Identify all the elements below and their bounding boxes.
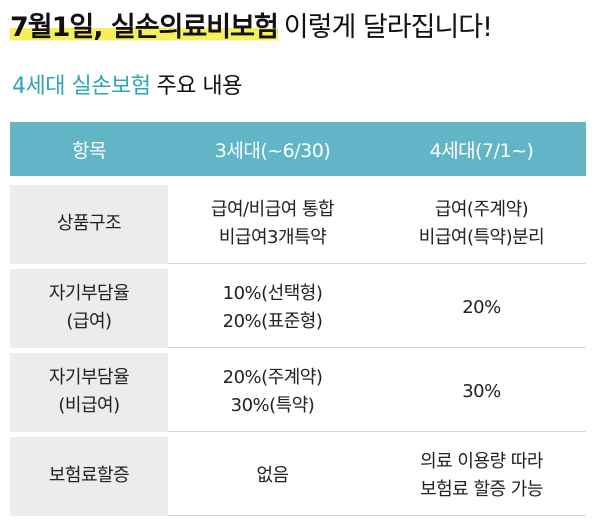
cell-gen4: 30% bbox=[377, 348, 586, 432]
column-header-item: 항목 bbox=[10, 122, 168, 176]
row-label: 상품구조 bbox=[10, 180, 168, 264]
row-label-line: 자기부담율 bbox=[48, 283, 130, 304]
table-header-row: 항목 3세대(~6/30) 4세대(7/1~) bbox=[10, 122, 586, 176]
row-label-line: (비급여) bbox=[58, 395, 120, 416]
page-title: 7월1일, 실손의료비보험 이렇게 달라집니다! bbox=[10, 4, 493, 52]
row-label: 자기부담율 (비급여) bbox=[10, 348, 168, 432]
cell-line: 30%(특약) bbox=[230, 395, 315, 416]
cell-line: 급여/비급여 통합 bbox=[210, 199, 335, 220]
column-header-gen3: 3세대(~6/30) bbox=[168, 122, 377, 176]
subtitle-plain: 주요 내용 bbox=[156, 74, 242, 99]
cell-line: 30% bbox=[462, 381, 501, 402]
row-label-line: 자기부담율 bbox=[48, 367, 130, 388]
subtitle-accent: 4세대 실손보험 bbox=[12, 74, 151, 99]
cell-line: 급여(주계약) bbox=[434, 199, 529, 220]
table-row: 보험료할증 없음 의료 이용량 따라 보험료 할증 가능 bbox=[10, 432, 586, 516]
table-row: 상품구조 급여/비급여 통합 비급여3개특약 급여(주계약) 비급여(특약)분리 bbox=[10, 180, 586, 264]
cell-gen4: 의료 이용량 따라 보험료 할증 가능 bbox=[377, 432, 586, 516]
row-label-line: 보험료할증 bbox=[48, 465, 130, 486]
row-label-line: 상품구조 bbox=[56, 213, 122, 234]
cell-gen4: 급여(주계약) 비급여(특약)분리 bbox=[377, 180, 586, 264]
cell-line: 의료 이용량 따라 bbox=[420, 451, 543, 472]
row-label-line: (급여) bbox=[66, 311, 112, 332]
cell-line: 비급여3개특약 bbox=[218, 227, 327, 248]
cell-gen4: 20% bbox=[377, 264, 586, 348]
cell-line: 없음 bbox=[256, 465, 289, 486]
cell-line: 20%(표준형) bbox=[222, 311, 323, 332]
cell-line: 보험료 할증 가능 bbox=[420, 479, 543, 500]
cell-line: 20%(주계약) bbox=[222, 367, 323, 388]
title-highlight: 7월1일, 실손의료비보험 bbox=[10, 12, 279, 43]
table-row: 자기부담율 (비급여) 20%(주계약) 30%(특약) 30% bbox=[10, 348, 586, 432]
cell-gen3: 급여/비급여 통합 비급여3개특약 bbox=[168, 180, 377, 264]
column-header-gen4: 4세대(7/1~) bbox=[377, 122, 586, 176]
title-rest: 이렇게 달라집니다! bbox=[283, 12, 493, 43]
cell-gen3: 10%(선택형) 20%(표준형) bbox=[168, 264, 377, 348]
cell-line: 10%(선택형) bbox=[222, 283, 323, 304]
row-label: 보험료할증 bbox=[10, 432, 168, 516]
cell-line: 비급여(특약)분리 bbox=[418, 227, 545, 248]
row-label: 자기부담율 (급여) bbox=[10, 264, 168, 348]
section-subtitle: 4세대 실손보험 주요 내용 bbox=[12, 70, 242, 104]
table-row: 자기부담율 (급여) 10%(선택형) 20%(표준형) 20% bbox=[10, 264, 586, 348]
cell-gen3: 없음 bbox=[168, 432, 377, 516]
cell-line: 20% bbox=[462, 297, 501, 318]
cell-gen3: 20%(주계약) 30%(특약) bbox=[168, 348, 377, 432]
comparison-table: 항목 3세대(~6/30) 4세대(7/1~) 상품구조 급여/비급여 통합 비… bbox=[10, 122, 586, 516]
